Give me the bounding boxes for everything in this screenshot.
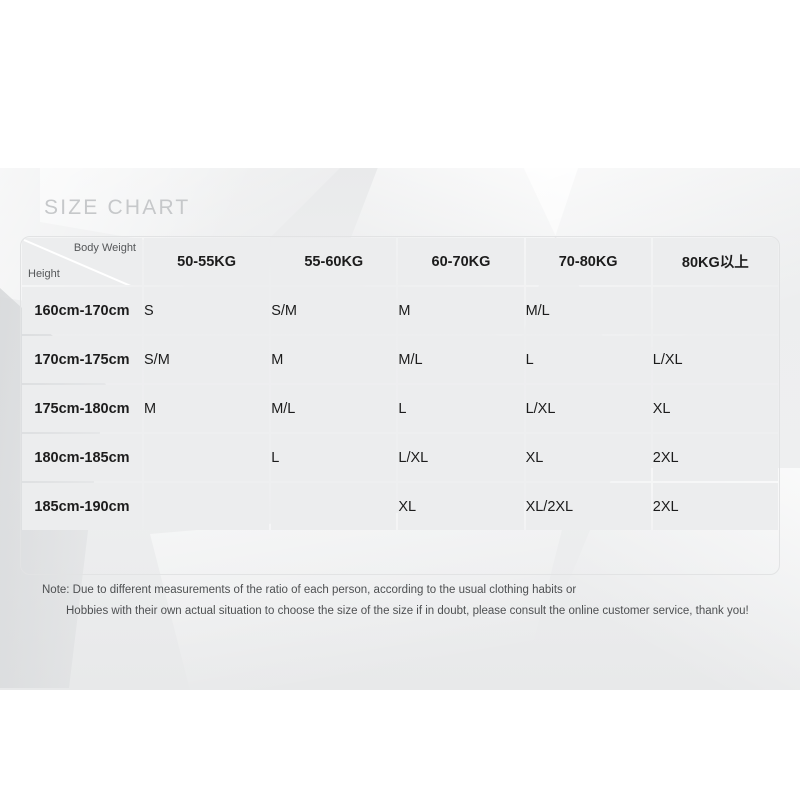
size-cell: M (398, 287, 524, 334)
column-header-weight-1: 50-55KG (144, 238, 270, 285)
size-cell: XL (525, 434, 651, 481)
size-cell: S (144, 287, 270, 334)
table-row: 175cm-180cm M M/L L L/XL XL (22, 385, 778, 432)
table-header-row: Body Weight Height 50-55KG 55-60KG 60-70… (22, 238, 778, 285)
row-header-height-3: 175cm-180cm (22, 385, 142, 432)
size-chart-table-card: Body Weight Height 50-55KG 55-60KG 60-70… (20, 236, 780, 575)
size-cell: L (271, 434, 397, 481)
column-header-weight-3: 60-70KG (398, 238, 524, 285)
size-cell: L/XL (525, 385, 651, 432)
table-row: 185cm-190cm XL XL/2XL 2XL (22, 483, 778, 530)
row-header-height-5: 185cm-190cm (22, 483, 142, 530)
size-cell: 2XL (652, 434, 778, 481)
size-cell: L (525, 336, 651, 383)
size-cell: M (271, 336, 397, 383)
note-line-1: Note: Due to different measurements of t… (42, 584, 577, 596)
size-cell (144, 434, 270, 481)
size-cell (652, 287, 778, 334)
row-header-height-4: 180cm-185cm (22, 434, 142, 481)
row-header-height-2: 170cm-175cm (22, 336, 142, 383)
size-cell: 2XL (652, 483, 778, 530)
size-cell: L (398, 385, 524, 432)
size-cell: M (144, 385, 270, 432)
note-block: Note: Due to different measurements of t… (20, 575, 780, 633)
diagonal-divider-icon (22, 238, 142, 285)
column-header-weight-2: 55-60KG (271, 238, 397, 285)
row-header-height-1: 160cm-170cm (22, 287, 142, 334)
size-cell: XL (652, 385, 778, 432)
corner-axis-cell: Body Weight Height (22, 238, 142, 285)
table-row: 170cm-175cm S/M M M/L L L/XL (22, 336, 778, 383)
size-cell: XL (398, 483, 524, 530)
size-cell: S/M (144, 336, 270, 383)
table-row: 180cm-185cm L L/XL XL 2XL (22, 434, 778, 481)
note-line-2: Hobbies with their own actual situation … (66, 605, 749, 617)
body-weight-axis-label: Body Weight (73, 242, 136, 254)
size-chart-table: Body Weight Height 50-55KG 55-60KG 60-70… (21, 237, 779, 532)
size-cell: M/L (525, 287, 651, 334)
table-row: 160cm-170cm S S/M M M/L (22, 287, 778, 334)
size-cell: M/L (398, 336, 524, 383)
size-cell (144, 483, 270, 530)
height-axis-label: Height (28, 268, 60, 280)
size-cell: L/XL (652, 336, 778, 383)
size-cell: XL/2XL (525, 483, 651, 530)
column-header-weight-5: 80KG以上 (652, 238, 778, 285)
size-cell: L/XL (398, 434, 524, 481)
size-cell: M/L (271, 385, 397, 432)
size-cell: S/M (271, 287, 397, 334)
size-cell (271, 483, 397, 530)
page-title: SIZE CHART (44, 196, 191, 219)
column-header-weight-4: 70-80KG (525, 238, 651, 285)
